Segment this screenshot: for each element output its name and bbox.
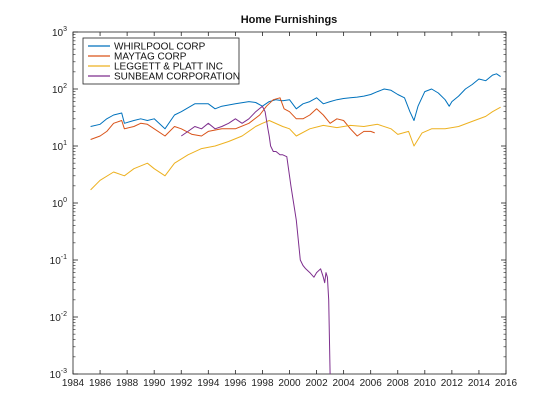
x-tick-label: 1992 — [170, 378, 193, 389]
legend-label: LEGGETT & PLATT INC — [114, 62, 223, 73]
x-tick-label: 1986 — [89, 378, 112, 389]
y-tick-label: 10-1 — [50, 254, 67, 267]
x-tick-label: 1988 — [116, 378, 139, 389]
series-line-whirlpool-corp — [90, 73, 501, 130]
legend-label: SUNBEAM CORPORATION — [114, 72, 240, 83]
y-tick-label: 10-3 — [50, 368, 67, 381]
y-tick-label: 100 — [52, 197, 67, 210]
x-tick-label: 1990 — [143, 378, 166, 389]
x-tick-label: 2014 — [468, 378, 491, 389]
x-tick-label: 2008 — [387, 378, 410, 389]
x-tick-label: 2006 — [360, 378, 383, 389]
series-line-leggett-platt-inc — [90, 106, 501, 191]
x-tick-label: 2002 — [305, 378, 328, 389]
axis-layer: 1984 1986 1988 1990 1992 1994 1996 1998 2000 2002… — [50, 26, 518, 389]
x-tick-label: 1984 — [62, 378, 85, 389]
x-tick-label: 1998 — [251, 378, 274, 389]
series-layer — [90, 73, 501, 375]
legend-label: WHIRLPOOL CORP — [114, 42, 206, 53]
x-tick-label: 2000 — [278, 378, 301, 389]
x-tick-label: 2004 — [333, 378, 356, 389]
y-tick-label: 101 — [52, 140, 67, 153]
chart-title: Home Furnishings — [241, 14, 338, 26]
plot-area — [72, 31, 507, 375]
x-tick-label: 1994 — [197, 378, 220, 389]
x-tick-label: 2010 — [414, 378, 437, 389]
y-tick-label: 102 — [52, 83, 67, 96]
legend-label: MAYTAG CORP — [114, 52, 187, 63]
series-line-maytag-corp — [90, 97, 375, 140]
x-tick-label: 1996 — [224, 378, 247, 389]
x-tick-label: 2012 — [441, 378, 464, 389]
y-tick-label: 10-2 — [50, 311, 67, 324]
y-tick-label: 103 — [52, 26, 67, 39]
series-line-sunbeam-corporation — [181, 105, 331, 375]
x-tick-label: 2016 — [495, 378, 518, 389]
